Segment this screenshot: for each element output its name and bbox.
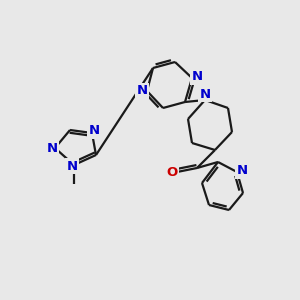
Text: N: N bbox=[236, 164, 247, 178]
Text: N: N bbox=[66, 160, 78, 172]
Text: N: N bbox=[200, 88, 211, 100]
Text: N: N bbox=[136, 85, 148, 98]
Text: O: O bbox=[167, 166, 178, 178]
Text: N: N bbox=[191, 70, 203, 83]
Text: N: N bbox=[88, 124, 100, 137]
Text: N: N bbox=[46, 142, 58, 154]
